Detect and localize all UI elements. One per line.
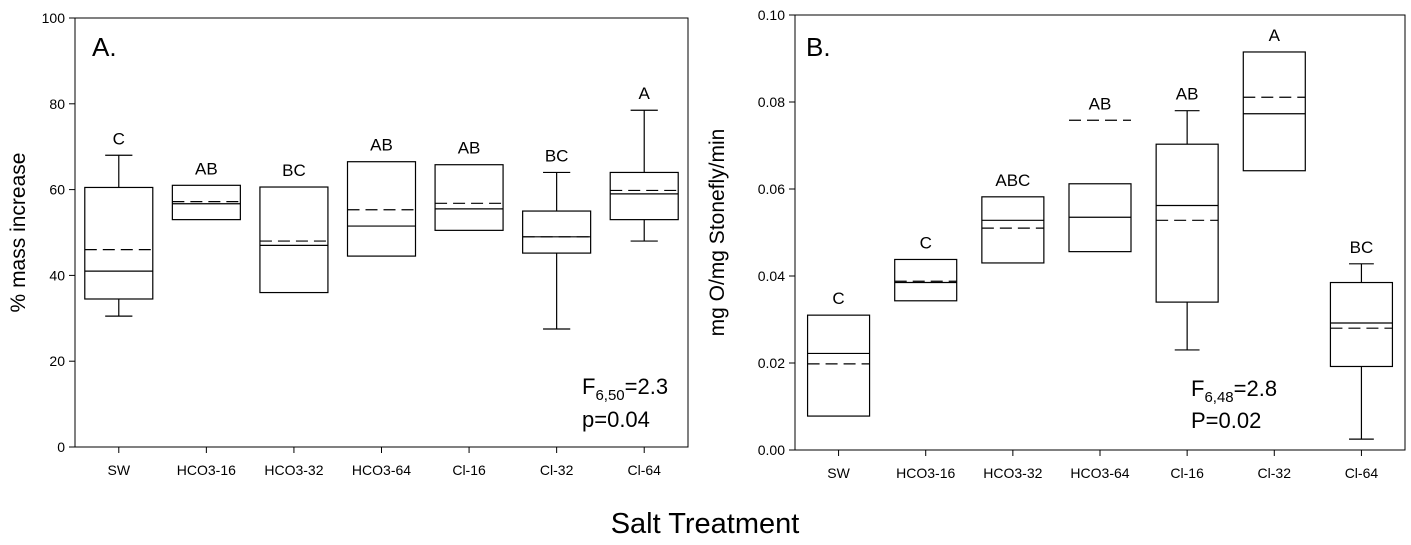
x-tick-label-b: Cl-64 <box>1345 465 1379 481</box>
y-tick-label-b: 0.08 <box>758 94 785 110</box>
panel-label-a: A. <box>92 32 117 62</box>
significance-letter: AB <box>458 139 481 158</box>
x-tick-label-b: HCO3-64 <box>1070 465 1129 481</box>
x-tick-label-a: HCO3-16 <box>177 462 236 478</box>
significance-letter: AB <box>195 159 218 178</box>
x-tick-label-a: Cl-16 <box>452 462 486 478</box>
significance-letter: A <box>1269 26 1281 45</box>
box-b-hco3-16 <box>894 258 958 302</box>
y-tick-label-a: 80 <box>49 96 65 112</box>
stat-f-a: F6,50=2.3 <box>582 374 668 404</box>
x-tick-label-b: HCO3-16 <box>896 465 955 481</box>
significance-letter: C <box>832 289 844 308</box>
box-b-sw <box>806 314 871 417</box>
y-tick-label-b: 0.06 <box>758 181 785 197</box>
shared-x-axis-title: Salt Treatment <box>611 508 800 540</box>
box-iqr <box>609 171 679 221</box>
significance-letter: AB <box>370 136 393 155</box>
box-iqr <box>806 314 871 417</box>
stat-p-b: P=0.02 <box>1191 408 1261 433</box>
stat-p-a: p=0.04 <box>582 407 650 432</box>
box-a-sw <box>84 154 154 317</box>
significance-letter: C <box>113 129 125 148</box>
box-iqr <box>171 184 241 221</box>
x-tick-label-a: HCO3-64 <box>352 462 411 478</box>
y-tick-label-a: 20 <box>49 353 65 369</box>
x-tick-label-a: Cl-32 <box>540 462 574 478</box>
box-iqr <box>346 161 417 257</box>
y-tick-label-b: 0.04 <box>758 268 785 284</box>
significance-letter: BC <box>1350 238 1374 257</box>
significance-letter: ABC <box>995 171 1030 190</box>
y-tick-label-a: 40 <box>49 267 65 283</box>
stat-f-b: F6,48=2.8 <box>1191 376 1277 406</box>
significance-letter: AB <box>1089 94 1112 113</box>
y-tick-label-a: 60 <box>49 182 65 198</box>
box-b-hco3-64 <box>1068 119 1132 253</box>
x-tick-label-b: HCO3-32 <box>983 465 1042 481</box>
box-a-cl-16 <box>434 164 504 231</box>
box-a-cl-64 <box>609 109 679 242</box>
y-tick-label-b: 0.10 <box>758 7 785 23</box>
significance-letter: C <box>920 233 932 252</box>
significance-letter: BC <box>545 146 569 165</box>
significance-letter: BC <box>282 161 306 180</box>
box-a-hco3-32 <box>259 186 329 294</box>
y-axis-label-b: mg O/mg Stonefly/min <box>706 129 729 337</box>
box-iqr <box>522 210 592 254</box>
box-b-hco3-32 <box>981 196 1045 264</box>
y-tick-label-b: 0.02 <box>758 355 785 371</box>
panel-b: 0.00 0.02 0.04 0.06 0.08 0.10 mg O/mg Stonefly… <box>706 7 1406 481</box>
x-tick-label-a: SW <box>108 462 131 478</box>
panel-a: 0 20 40 60 80 100 % mass increase A. SW HCO3-16 HC… <box>7 10 689 478</box>
x-tick-label-b: Cl-16 <box>1170 465 1204 481</box>
x-tick-label-b: SW <box>827 465 850 481</box>
box-iqr <box>434 164 504 231</box>
y-axis-label-a: % mass increase <box>7 153 30 313</box>
y-tick-label-b: 0.00 <box>758 442 785 458</box>
box-b-cl-64 <box>1329 263 1394 440</box>
x-tick-label-a: Cl-64 <box>627 462 661 478</box>
y-tick-label-a: 0 <box>57 439 65 455</box>
box-a-cl-32 <box>522 171 592 330</box>
box-iqr <box>1155 143 1219 303</box>
y-tick-label-a: 100 <box>42 10 66 26</box>
box-a-hco3-16 <box>171 184 241 221</box>
panel-label-b: B. <box>806 32 831 62</box>
significance-letter: AB <box>1176 85 1199 104</box>
box-iqr <box>894 258 958 302</box>
box-iqr <box>84 186 154 300</box>
x-tick-label-b: Cl-32 <box>1258 465 1292 481</box>
box-iqr <box>1242 51 1306 172</box>
box-iqr <box>981 196 1045 264</box>
x-tick-label-a: HCO3-32 <box>264 462 323 478</box>
box-a-hco3-64 <box>346 161 417 257</box>
significance-letter: A <box>639 84 651 103</box>
box-iqr <box>1329 281 1394 368</box>
box-b-cl-32 <box>1242 51 1306 172</box>
box-iqr <box>259 186 329 294</box>
box-b-cl-16 <box>1155 110 1219 351</box>
